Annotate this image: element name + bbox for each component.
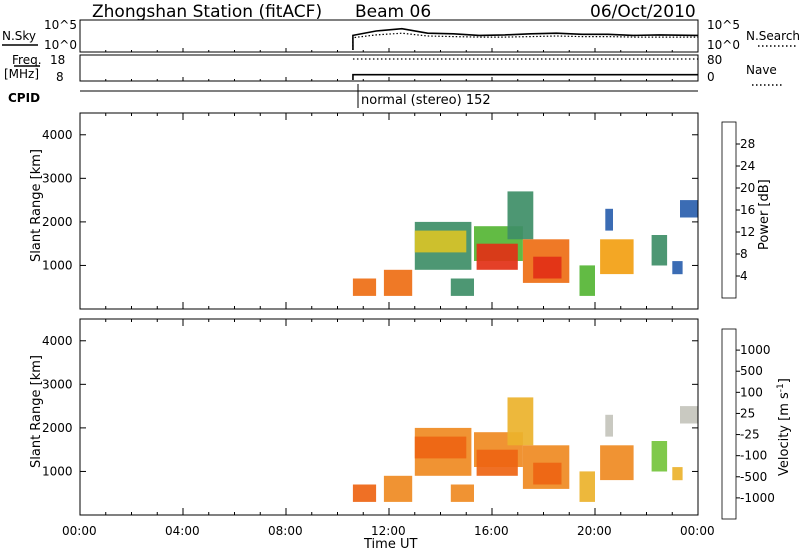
- time-axis-ticklabel: 08:00: [268, 524, 303, 538]
- velocity-axes: 1000 2000 3000 4000: [42, 319, 699, 515]
- power-ytick-label: 2000: [42, 215, 73, 229]
- velocity-ytick-label: 2000: [42, 421, 73, 435]
- power-colorbar-label: Power [dB]: [757, 179, 772, 250]
- power-region: [352, 278, 377, 296]
- power-region: [651, 235, 668, 266]
- velocity-colorbar-frame: [721, 328, 737, 520]
- time-axis-ticklabel: 00:00: [62, 524, 97, 538]
- velocity-ytick-label: 3000: [42, 377, 73, 391]
- velocity-region: [450, 484, 474, 502]
- freq-tick-top: 18: [50, 53, 65, 67]
- power-ytick-label: 3000: [42, 171, 73, 185]
- velocity-colorbar-ticklabel: 100: [740, 385, 763, 399]
- power-colorbar-ticklabel: 12: [740, 225, 755, 239]
- velocity-colorbar-ticklabel: 25: [740, 406, 755, 420]
- velocity-colorbar-ticklabel: -1000: [740, 491, 775, 505]
- velocity-region: [651, 441, 668, 472]
- noise-tick-right-bottom: 10^0: [707, 38, 740, 52]
- velocity-region: [600, 445, 634, 481]
- power-region: [605, 208, 613, 231]
- power-region: [533, 256, 562, 279]
- velocity-region: [352, 484, 377, 502]
- power-region: [600, 239, 634, 275]
- power-region: [476, 243, 518, 270]
- power-region: [672, 261, 683, 275]
- velocity-region: [533, 462, 562, 485]
- velocity-region: [680, 406, 698, 424]
- beam-label: Beam 06: [355, 2, 431, 22]
- power-ytick-label: 1000: [42, 258, 73, 272]
- freq-series-group: [352, 58, 698, 80]
- power-ylabel: Slant Range [km]: [29, 149, 44, 262]
- time-axis-ticklabel: 16:00: [474, 524, 509, 538]
- velocity-region: [414, 436, 467, 459]
- nave-tick-bottom: 0: [707, 70, 715, 84]
- time-axis-ticklabels: 00:00 04:00 08:00 12:00 16:00 20:00 00:00: [62, 524, 715, 538]
- noise-tick-right-top: 10^5: [707, 18, 740, 32]
- freq-unit-label: [MHz]: [4, 67, 39, 81]
- time-axis-ticklabel: 20:00: [577, 524, 612, 538]
- power-colorbar-ticklabel: 20: [740, 181, 755, 195]
- power-colorbar-ticklabel: 28: [740, 137, 755, 151]
- velocity-heatmap: [352, 397, 698, 502]
- power-region: [383, 269, 413, 296]
- velocity-ytick-label: 1000: [42, 464, 73, 478]
- freq-series-line: [352, 73, 698, 80]
- velocity-colorbar-ticklabel: 1000: [740, 343, 771, 357]
- time-axis-ticklabel: 00:00: [680, 524, 715, 538]
- velocity-colorbar-ticklabel: -500: [740, 470, 767, 484]
- power-colorbar-ticklabel: 16: [740, 203, 755, 217]
- power-region: [450, 278, 474, 296]
- power-ytick-label: 4000: [42, 128, 73, 142]
- velocity-region: [507, 397, 534, 446]
- freq-panel-frame: [79, 54, 699, 82]
- freq-tick-bottom: 8: [56, 70, 64, 84]
- time-axis-ticklabel: 04:00: [165, 524, 200, 538]
- power-colorbar-frame: [721, 121, 737, 299]
- power-region: [507, 191, 534, 240]
- nsearch-label: N.Search: [746, 29, 800, 43]
- power-axes: 1000 2000 3000 4000: [42, 113, 699, 309]
- time-axis-ticklabel: 12:00: [371, 524, 406, 538]
- nave-label: Nave: [746, 63, 777, 77]
- power-heatmap: [352, 191, 698, 296]
- velocity-region: [605, 414, 613, 437]
- date-label: 06/Oct/2010: [590, 2, 696, 22]
- velocity-colorbar-ticklabel: -25: [740, 428, 760, 442]
- noise-panel-frame: [79, 19, 699, 53]
- power-colorbar-ticklabel: 4: [740, 269, 748, 283]
- velocity-colorbar-ticklabel: -100: [740, 449, 767, 463]
- velocity-region: [672, 467, 683, 481]
- velocity-region: [476, 449, 518, 476]
- velocity-region: [579, 471, 595, 502]
- cpid-label: CPID: [8, 91, 40, 105]
- power-region: [579, 265, 595, 296]
- velocity-ytick-label: 4000: [42, 334, 73, 348]
- cpid-text: normal (stereo) 152: [361, 93, 491, 108]
- velocity-region: [383, 475, 413, 502]
- power-colorbar: 4 8 12 16 20 24 28: [721, 121, 755, 299]
- velocity-colorbar: 1000 500 100 25 -25 -100 -500 -1000: [721, 328, 775, 520]
- power-colorbar-ticklabel: 24: [740, 159, 755, 173]
- power-region: [414, 230, 467, 253]
- noise-tick-left-top: 10^5: [44, 18, 77, 32]
- figure-title: Zhongshan Station (fitACF): [92, 2, 322, 22]
- velocity-colorbar-label: Velocity [m s-1]: [776, 378, 792, 476]
- noise-tick-left-bottom: 10^0: [44, 38, 77, 52]
- power-region: [680, 200, 698, 218]
- velocity-ylabel: Slant Range [km]: [29, 355, 44, 468]
- freq-label: Freq.: [12, 53, 42, 67]
- noise-series-nsky: [352, 27, 699, 51]
- velocity-colorbar-ticklabel: 500: [740, 364, 763, 378]
- nsky-label: N.Sky: [2, 29, 36, 43]
- time-axis-label: Time UT: [363, 537, 417, 552]
- nave-tick-top: 80: [707, 53, 722, 67]
- power-colorbar-ticklabel: 8: [740, 247, 748, 261]
- noise-series-nsearch: [352, 32, 698, 51]
